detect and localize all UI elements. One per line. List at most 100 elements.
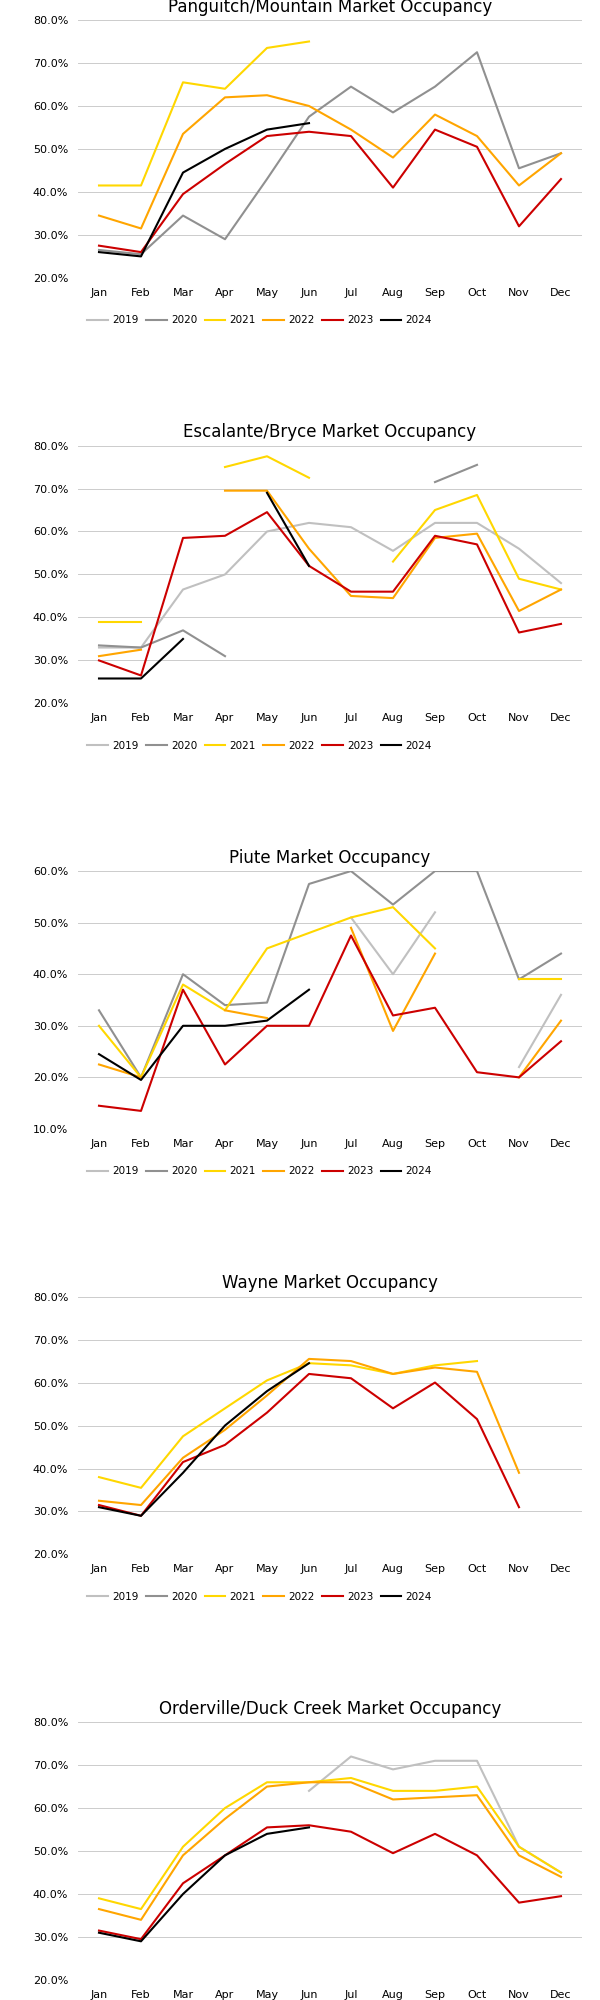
2023: [179, 1450, 187, 1474]
2023: [347, 924, 355, 948]
2023: [431, 524, 439, 548]
Line: 2024: 2024: [99, 1828, 309, 1942]
2022: [389, 1788, 397, 1812]
2019: [473, 510, 481, 534]
Line: 2023: 2023: [99, 130, 561, 252]
2020: [95, 634, 103, 658]
2022: [95, 1898, 103, 1922]
2020: [347, 860, 355, 884]
2021: [263, 36, 271, 60]
2020: [347, 74, 355, 98]
2021: [305, 1770, 313, 1794]
2020: [557, 142, 565, 166]
2023: [389, 580, 397, 604]
2019: [179, 578, 187, 602]
2024: [179, 626, 187, 650]
2024: [95, 666, 103, 690]
2023: [95, 1094, 103, 1118]
Line: 2024: 2024: [99, 638, 183, 678]
2020: [137, 242, 145, 266]
2022: [179, 1844, 187, 1868]
Title: Escalante/Bryce Market Occupancy: Escalante/Bryce Market Occupancy: [184, 424, 476, 442]
2024: [221, 1014, 229, 1038]
2023: [347, 1366, 355, 1390]
2023: [305, 1362, 313, 1386]
2023: [305, 1814, 313, 1838]
2023: [137, 240, 145, 264]
2024: [179, 1882, 187, 1906]
2020: [221, 994, 229, 1018]
2022: [557, 1864, 565, 1888]
2022: [263, 1774, 271, 1798]
Line: 2023: 2023: [99, 1374, 519, 1516]
2024: [305, 112, 313, 136]
2023: [95, 1494, 103, 1518]
2021: [95, 174, 103, 198]
2022: [515, 1844, 523, 1868]
2022: [473, 1360, 481, 1384]
2023: [263, 1816, 271, 1840]
2023: [137, 1098, 145, 1122]
2022: [179, 1446, 187, 1470]
Line: 2023: 2023: [99, 936, 561, 1110]
2021: [221, 998, 229, 1022]
Legend: 2019, 2020, 2021, 2022, 2023, 2024: 2019, 2020, 2021, 2022, 2023, 2024: [83, 312, 436, 330]
2023: [95, 234, 103, 258]
2024: [137, 666, 145, 690]
2023: [473, 532, 481, 556]
2021: [179, 1424, 187, 1448]
2020: [179, 962, 187, 986]
2020: [179, 618, 187, 642]
2023: [389, 1842, 397, 1866]
2024: [137, 1930, 145, 1954]
2023: [389, 1004, 397, 1028]
Line: 2019: 2019: [309, 1756, 561, 1872]
2021: [347, 906, 355, 930]
2020: [95, 238, 103, 262]
2020: [389, 100, 397, 124]
2021: [305, 1352, 313, 1376]
2024: [179, 1460, 187, 1484]
2022: [95, 1488, 103, 1512]
Title: Piute Market Occupancy: Piute Market Occupancy: [229, 848, 431, 866]
2022: [515, 174, 523, 198]
2023: [473, 1408, 481, 1432]
2024: [95, 240, 103, 264]
2023: [515, 1496, 523, 1520]
2023: [515, 1890, 523, 1914]
2023: [305, 554, 313, 578]
2019: [95, 636, 103, 660]
2022: [137, 1494, 145, 1518]
2022: [137, 638, 145, 662]
2021: [347, 1766, 355, 1790]
2021: [95, 610, 103, 634]
2021: [557, 1860, 565, 1884]
2023: [221, 1432, 229, 1456]
2020: [515, 968, 523, 992]
2023: [305, 1014, 313, 1038]
Legend: 2019, 2020, 2021, 2022, 2023, 2024: 2019, 2020, 2021, 2022, 2023, 2024: [83, 736, 436, 754]
2021: [137, 1066, 145, 1090]
2019: [473, 1748, 481, 1772]
2022: [137, 1066, 145, 1090]
2024: [305, 1352, 313, 1376]
Line: 2021: 2021: [99, 908, 435, 1078]
2022: [305, 94, 313, 118]
2020: [473, 860, 481, 884]
Line: 2024: 2024: [99, 1364, 309, 1516]
2019: [221, 562, 229, 586]
2019: [137, 636, 145, 660]
2023: [431, 996, 439, 1020]
2019: [557, 572, 565, 596]
2024: [95, 1042, 103, 1066]
2020: [515, 156, 523, 180]
2021: [305, 30, 313, 54]
2022: [431, 1356, 439, 1380]
2021: [389, 896, 397, 920]
Line: 2023: 2023: [99, 1826, 561, 1940]
2023: [347, 124, 355, 148]
Legend: 2019, 2020, 2021, 2022, 2023, 2024: 2019, 2020, 2021, 2022, 2023, 2024: [83, 1588, 436, 1606]
Line: 2022: 2022: [99, 650, 141, 656]
2020: [305, 104, 313, 128]
2020: [305, 872, 313, 896]
